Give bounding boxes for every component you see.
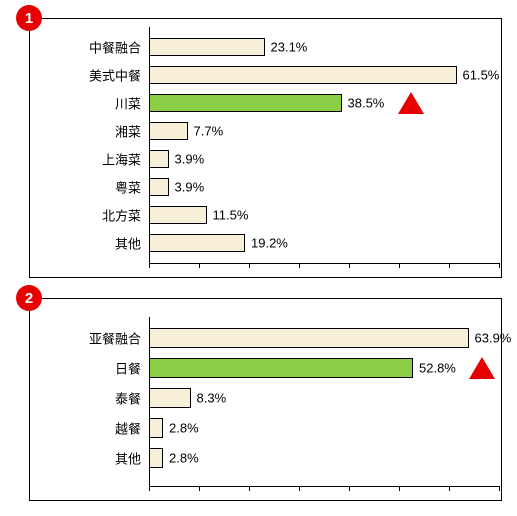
category-label: 泰餐: [115, 389, 149, 408]
value-label: 2.8%: [169, 451, 199, 466]
x-tick: [249, 263, 250, 268]
x-tick: [249, 486, 250, 491]
bar: [149, 234, 245, 252]
category-label: 粤菜: [115, 178, 149, 197]
value-label: 2.8%: [169, 421, 199, 436]
bar: [149, 38, 265, 56]
bar: [149, 66, 457, 84]
value-label: 52.8%: [419, 361, 456, 376]
bar: [149, 358, 413, 378]
highlight-marker-icon: [398, 92, 424, 114]
highlight-marker-icon: [469, 357, 495, 379]
category-label: 日餐: [115, 359, 149, 378]
category-label: 其他: [115, 449, 149, 468]
x-tick: [499, 263, 500, 268]
bar: [149, 94, 342, 112]
value-label: 61.5%: [463, 68, 500, 83]
value-label: 23.1%: [271, 40, 308, 55]
category-label: 其他: [115, 234, 149, 253]
x-tick: [199, 263, 200, 268]
x-tick: [199, 486, 200, 491]
bar: [149, 448, 163, 468]
x-tick: [449, 486, 450, 491]
x-axis: [149, 263, 499, 264]
category-label: 湘菜: [115, 122, 149, 141]
x-tick: [349, 263, 350, 268]
category-label: 美式中餐: [89, 66, 149, 85]
bar: [149, 206, 207, 224]
bar: [149, 122, 188, 140]
category-label: 中餐融合: [89, 38, 149, 57]
value-label: 7.7%: [194, 124, 224, 139]
x-tick: [349, 486, 350, 491]
value-label: 11.5%: [213, 208, 249, 223]
value-label: 3.9%: [175, 152, 205, 167]
bar: [149, 178, 169, 196]
bar: [149, 328, 469, 348]
category-label: 上海菜: [102, 150, 149, 169]
x-tick: [149, 263, 150, 268]
value-label: 3.9%: [175, 180, 205, 195]
value-label: 63.9%: [475, 331, 512, 346]
x-tick: [299, 263, 300, 268]
x-tick: [299, 486, 300, 491]
x-tick: [399, 486, 400, 491]
bar: [149, 418, 163, 438]
y-axis: [149, 27, 150, 263]
x-axis: [149, 486, 499, 487]
panel-badge: 2: [16, 285, 42, 311]
value-label: 19.2%: [251, 236, 288, 251]
chart-panel: 亚餐融合63.9%日餐52.8%泰餐8.3%越餐2.8%其他2.8%: [29, 298, 502, 501]
bar: [149, 150, 169, 168]
x-tick: [149, 486, 150, 491]
x-tick: [449, 263, 450, 268]
value-label: 8.3%: [197, 391, 227, 406]
x-tick: [499, 486, 500, 491]
category-label: 川菜: [115, 94, 149, 113]
category-label: 越餐: [115, 419, 149, 438]
category-label: 北方菜: [102, 206, 149, 225]
x-tick: [399, 263, 400, 268]
chart-panel: 中餐融合 23.1% 美式中餐 61.5% 川菜 38.5% 湘菜 7.7% 上海菜 3.9% 粤菜…: [29, 18, 502, 278]
panel-badge: 1: [16, 5, 42, 31]
bar: [149, 388, 191, 408]
category-label: 亚餐融合: [89, 329, 149, 348]
value-label: 38.5%: [348, 96, 385, 111]
